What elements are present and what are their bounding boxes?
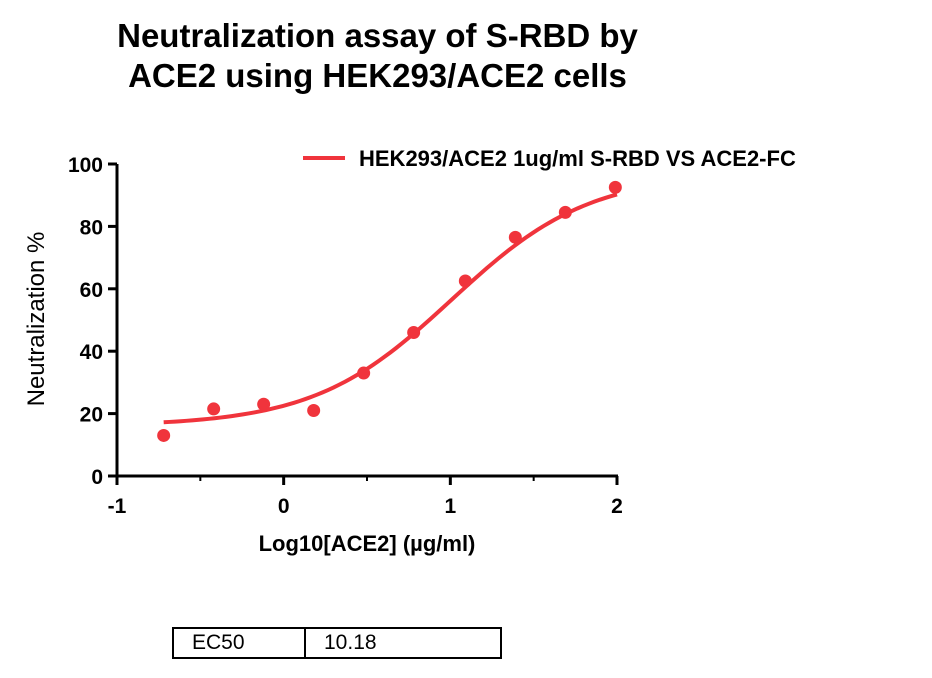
ec50-row: EC50 10.18 [172, 627, 502, 659]
y-tick-label: 40 [80, 341, 103, 364]
data-point [558, 205, 572, 219]
y-tick-label: 100 [68, 154, 103, 177]
data-point [207, 402, 221, 416]
legend-label: HEK293/ACE2 1ug/ml S-RBD VS ACE2-FC [359, 146, 796, 171]
x-tick-label: 0 [278, 495, 290, 518]
ec50-table: EC50 10.18 [172, 627, 502, 659]
chart-title: Neutralization assay of S-RBD by ACE2 us… [0, 16, 755, 96]
y-axis-label: Neutralization % [23, 232, 50, 407]
ec50-label: EC50 [172, 627, 306, 659]
data-point [458, 274, 472, 288]
data-point [508, 230, 522, 244]
data-point [608, 180, 622, 194]
ec50-value: 10.18 [304, 627, 502, 659]
y-tick-label: 0 [91, 466, 103, 489]
x-tick-label: 1 [444, 495, 456, 518]
title-line-1: Neutralization assay of S-RBD by [117, 17, 638, 54]
title-line-2: ACE2 using HEK293/ACE2 cells [128, 57, 627, 94]
data-point [157, 428, 171, 442]
data-point [257, 397, 271, 411]
x-axis-label: Log10[ACE2] (µg/ml) [259, 531, 476, 556]
y-tick-label: 80 [80, 216, 103, 239]
axes [115, 164, 618, 478]
x-tick-label: -1 [108, 495, 127, 518]
data-point [407, 325, 421, 339]
data-points [157, 180, 622, 442]
legend: HEK293/ACE2 1ug/ml S-RBD VS ACE2-FC [303, 146, 796, 171]
data-point [357, 366, 371, 380]
data-point [307, 403, 321, 417]
fit-curve [163, 192, 618, 425]
x-tick-label: 2 [611, 495, 623, 518]
y-tick-label: 60 [80, 279, 103, 302]
y-tick-label: 20 [80, 404, 103, 427]
